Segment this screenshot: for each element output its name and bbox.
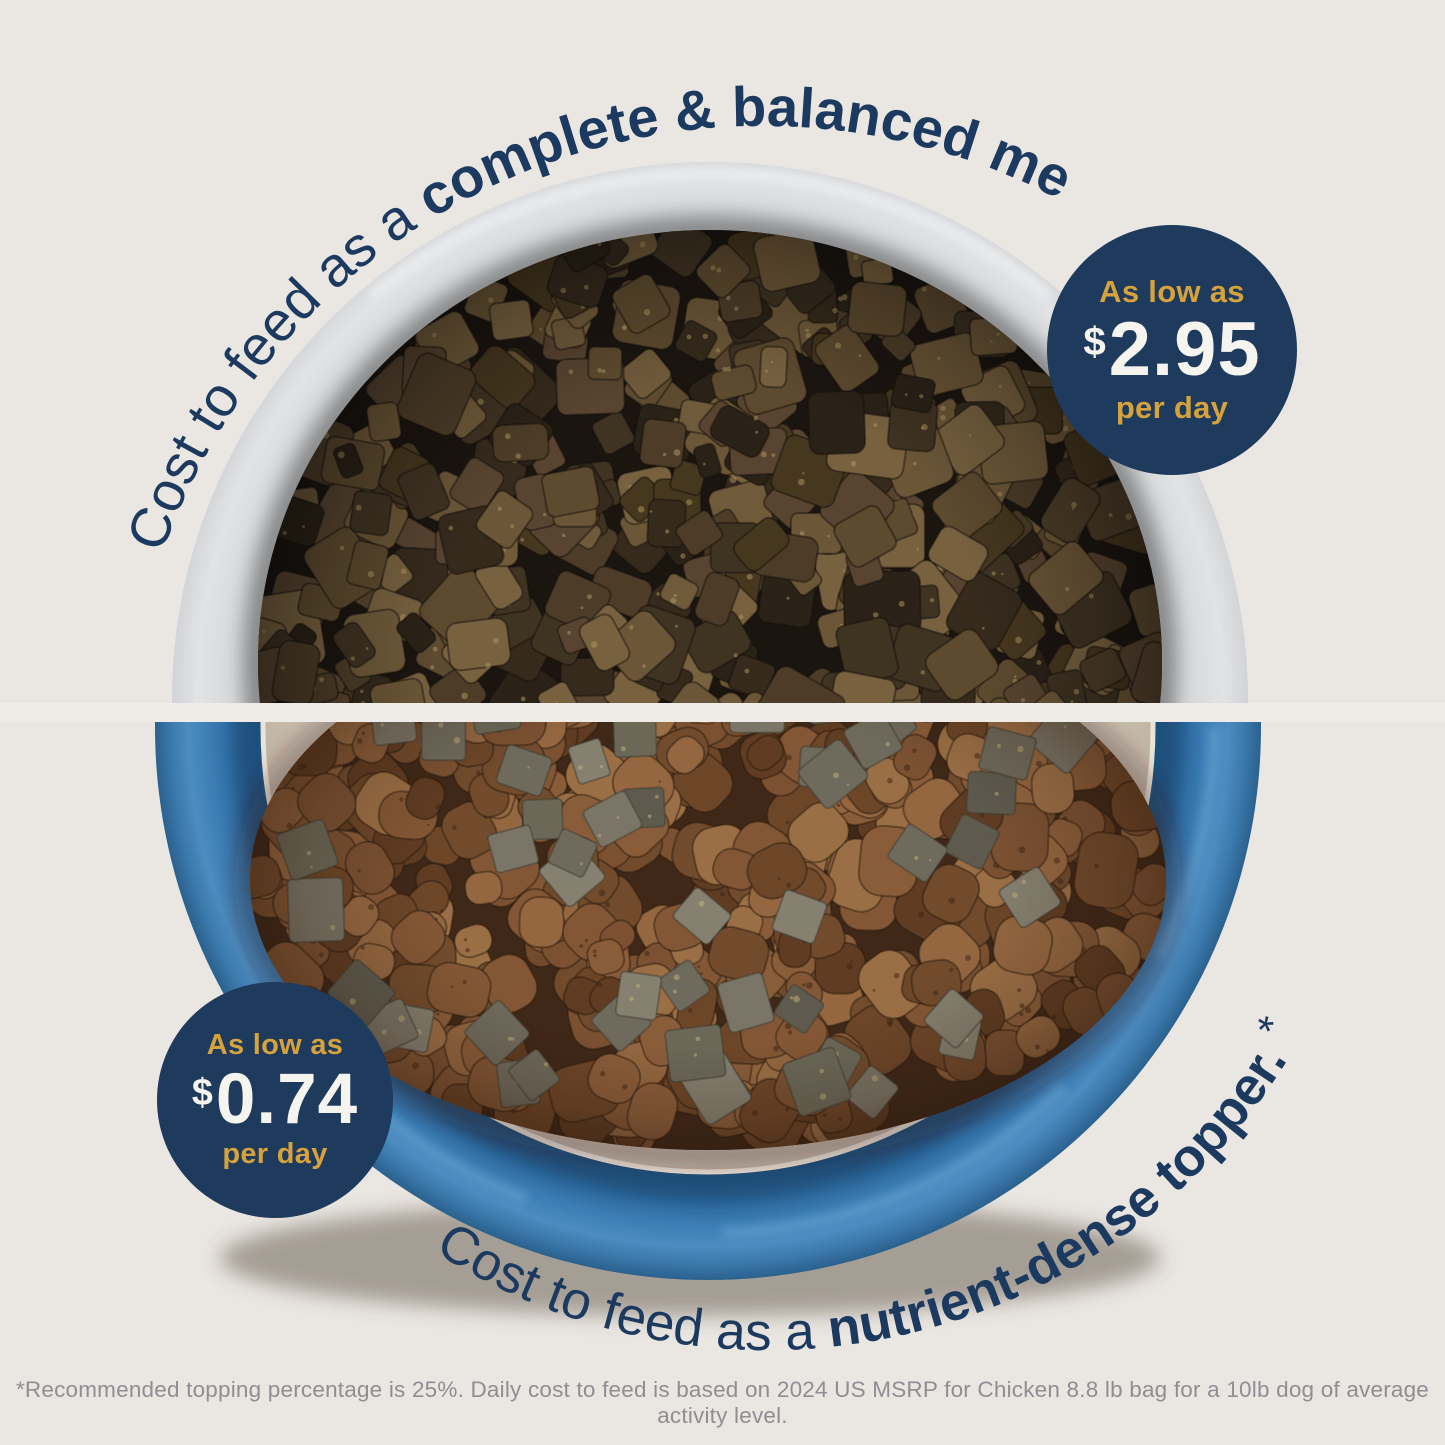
meal-bowl: [172, 162, 1248, 703]
badge-prefix: As low as: [1099, 274, 1245, 310]
gray-bowl-highlight: [367, 167, 1053, 300]
price-badge-meal: As low as $2.95 per day: [1047, 225, 1297, 475]
topper-bowl: [155, 722, 1261, 1316]
topper-food: [250, 722, 1166, 1150]
currency-symbol: $: [1083, 319, 1107, 365]
badge-suffix: per day: [1115, 390, 1229, 426]
amount-value: 0.74: [215, 1060, 359, 1140]
badge-suffix: per day: [222, 1137, 328, 1170]
blue-bowl-streak: [195, 722, 1221, 1240]
badge-amount: $2.95: [1083, 306, 1261, 392]
footnote-text: *Recommended topping percentage is 25%. …: [15, 1377, 1430, 1428]
amount-value: 2.95: [1108, 306, 1261, 392]
seam-band: [0, 703, 1445, 722]
topper-food-vignette: [250, 722, 1166, 1150]
food-shadow-bottom: [235, 722, 1181, 1167]
badge-prefix: As low as: [206, 1029, 344, 1061]
blue-bowl-inner-shade: [237, 722, 1179, 1198]
badge-amount: $0.74: [192, 1062, 358, 1137]
price-badge-topper: As low as $0.74 per day: [157, 982, 393, 1218]
currency-symbol: $: [191, 1071, 214, 1114]
